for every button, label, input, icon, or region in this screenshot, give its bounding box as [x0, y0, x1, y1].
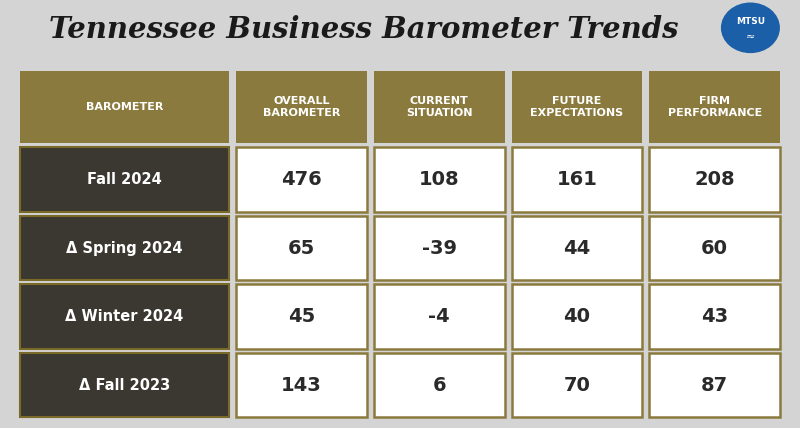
Text: BAROMETER: BAROMETER — [86, 102, 163, 112]
Text: 65: 65 — [288, 238, 315, 258]
Text: CURRENT
SITUATION: CURRENT SITUATION — [406, 96, 473, 118]
Text: 40: 40 — [563, 307, 590, 326]
FancyBboxPatch shape — [512, 353, 642, 417]
Text: 70: 70 — [563, 375, 590, 395]
FancyBboxPatch shape — [650, 147, 780, 212]
Text: 60: 60 — [702, 238, 728, 258]
Text: -4: -4 — [429, 307, 450, 326]
FancyBboxPatch shape — [236, 147, 366, 212]
Text: FUTURE
EXPECTATIONS: FUTURE EXPECTATIONS — [530, 96, 623, 118]
Text: 45: 45 — [288, 307, 315, 326]
FancyBboxPatch shape — [20, 216, 229, 280]
FancyBboxPatch shape — [374, 147, 505, 212]
FancyBboxPatch shape — [512, 216, 642, 280]
Text: 44: 44 — [563, 238, 590, 258]
Text: 161: 161 — [557, 170, 598, 189]
Text: Δ Spring 2024: Δ Spring 2024 — [66, 241, 182, 256]
Text: 6: 6 — [433, 375, 446, 395]
Text: Δ Winter 2024: Δ Winter 2024 — [66, 309, 184, 324]
Text: 87: 87 — [701, 375, 728, 395]
Text: Δ Fall 2023: Δ Fall 2023 — [79, 377, 170, 392]
FancyBboxPatch shape — [236, 216, 366, 280]
FancyBboxPatch shape — [20, 147, 229, 212]
FancyBboxPatch shape — [236, 71, 366, 143]
FancyBboxPatch shape — [374, 284, 505, 349]
FancyBboxPatch shape — [20, 71, 229, 143]
FancyBboxPatch shape — [20, 353, 229, 417]
FancyBboxPatch shape — [650, 353, 780, 417]
FancyBboxPatch shape — [374, 216, 505, 280]
Text: 43: 43 — [701, 307, 728, 326]
Text: -39: -39 — [422, 238, 457, 258]
Text: 108: 108 — [419, 170, 459, 189]
FancyBboxPatch shape — [650, 216, 780, 280]
Text: 476: 476 — [281, 170, 322, 189]
Text: 208: 208 — [694, 170, 735, 189]
Text: MTSU: MTSU — [736, 17, 765, 26]
FancyBboxPatch shape — [374, 71, 505, 143]
FancyBboxPatch shape — [650, 284, 780, 349]
FancyBboxPatch shape — [20, 284, 229, 349]
FancyBboxPatch shape — [236, 284, 366, 349]
FancyBboxPatch shape — [236, 353, 366, 417]
Text: Tennessee Business Barometer Trends: Tennessee Business Barometer Trends — [50, 15, 678, 44]
Text: ≈: ≈ — [746, 32, 755, 42]
Text: OVERALL
BAROMETER: OVERALL BAROMETER — [263, 96, 340, 118]
Text: Fall 2024: Fall 2024 — [87, 172, 162, 187]
Ellipse shape — [722, 3, 779, 53]
FancyBboxPatch shape — [374, 353, 505, 417]
FancyBboxPatch shape — [512, 147, 642, 212]
FancyBboxPatch shape — [650, 71, 780, 143]
Text: 143: 143 — [281, 375, 322, 395]
FancyBboxPatch shape — [512, 284, 642, 349]
FancyBboxPatch shape — [512, 71, 642, 143]
Text: FIRM
PERFORMANCE: FIRM PERFORMANCE — [668, 96, 762, 118]
